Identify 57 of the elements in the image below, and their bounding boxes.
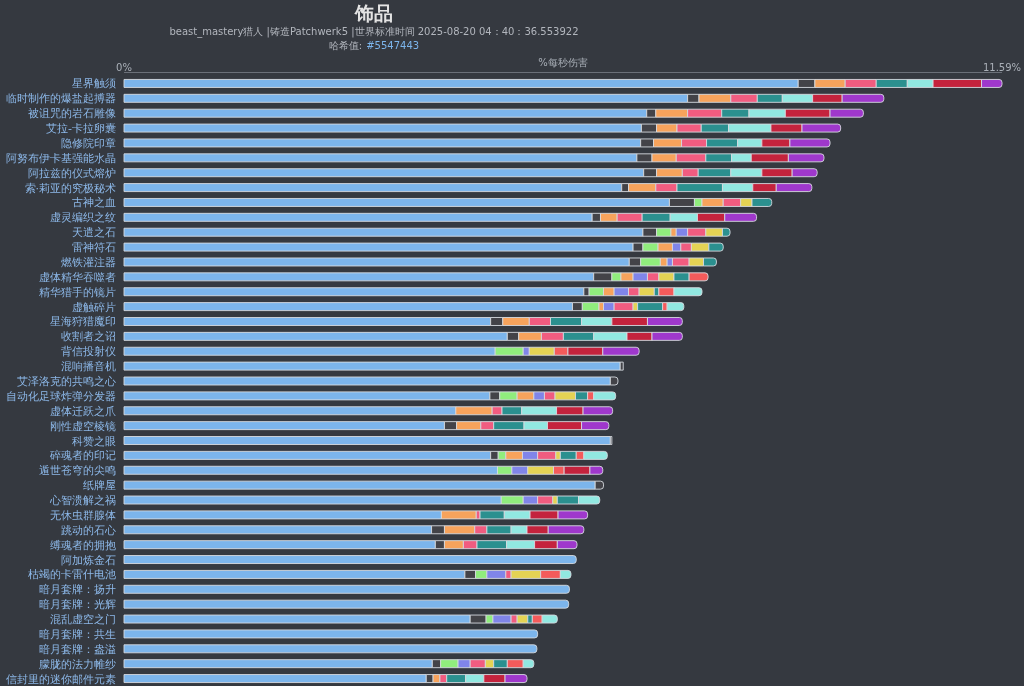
y-tick-label: 混响播音机 [61,360,116,374]
y-tick-label: 朦胧的法力帷纱 [39,657,116,671]
y-tick-label: 临时制作的爆盐起搏器 [6,92,116,106]
y-tick-label: 精华猎手的镜片 [39,285,116,299]
bar [123,629,539,639]
y-tick-label: 被诅咒的岩石雕像 [28,107,116,121]
text: #5547443 [366,40,420,51]
y-tick-label: 索·莉亚的究极秘术 [24,181,116,195]
y-tick-label: 艾拉-卡拉卵囊 [46,122,116,136]
y-tick-label: 星海狩猎魔印 [50,315,116,329]
y-tick-label: 阿加炼金石 [61,553,116,567]
y-tick-label: 背信投射仪 [61,345,116,359]
y-tick-label: 虚体精华吞噬者 [39,270,116,284]
y-tick-label: 星界触须 [72,77,116,91]
y-tick-label: 纸牌屋 [83,479,116,493]
bar [123,361,621,371]
y-tick-label: 遁世苍穹的尖鸣 [39,464,116,478]
y-tick-label: 暗月套牌：盎溢 [39,642,116,656]
y-tick-label: 收割者之诏 [61,330,116,344]
bar [123,599,570,609]
bar [123,555,577,564]
bar [123,287,585,297]
y-tick-label: 隐修院印章 [61,136,116,150]
bar [123,584,570,594]
y-tick-label: 心智溃解之祸 [49,494,116,508]
y-tick-label: 跳动的石心 [61,523,116,537]
y-tick-label: 虚触碎片 [72,300,116,314]
y-tick-label: 雷神符石 [72,241,116,255]
y-tick-label: 自动化足球炸弹分发器 [6,389,116,403]
y-tick-label: 阿努布伊卡基强能水晶 [6,151,116,165]
y-tick-label: 古神之血 [72,196,116,210]
y-tick-label: 虚体迁跃之爪 [50,404,116,418]
y-tick-label: 天遣之石 [72,226,116,240]
x-tick-label: 0% [116,61,132,73]
chart-subtitle: beast_mastery猎人 |铸造Patchwerk5 |世界标准时间 2025-08-20 04：40：36.553922 [169,26,579,38]
y-tick-label: 艾泽洛克的共鸣之心 [17,375,116,388]
x-axis-title: %每秒伤害 [538,56,588,68]
bar [123,644,538,654]
x-tick-label: 11.59% [982,61,1022,73]
y-tick-label: 碎魂者的印记 [49,449,116,463]
y-tick-label: 阿拉兹的仪式熔炉 [28,166,116,180]
y-tick-label: 缚魂者的拥抱 [50,538,116,552]
y-tick-label: 科赞之眼 [72,434,116,448]
y-tick-label: 暗月套牌：光辉 [39,598,116,612]
y-tick-label: 燃铁灌注器 [61,255,116,269]
y-tick-label: 虚灵编织之纹 [50,211,116,225]
bar [666,302,685,312]
bar [123,436,611,445]
y-tick-label: 枯竭的卡雷什电池 [28,568,116,582]
y-tick-label: 刚性虚空棱镜 [50,419,116,433]
y-tick-label: 无休虫群腺体 [50,508,116,522]
y-tick-label: 暗月套牌：共生 [39,627,116,641]
y-tick-label: 暗月套牌：扬升 [39,583,116,597]
y-tick-label: 混乱虚空之门 [50,613,116,627]
y-tick-label: 信封里的迷你邮件元素 [6,672,116,686]
chart-title: 饰品 [354,2,393,24]
text: 哈希值: [328,40,363,51]
